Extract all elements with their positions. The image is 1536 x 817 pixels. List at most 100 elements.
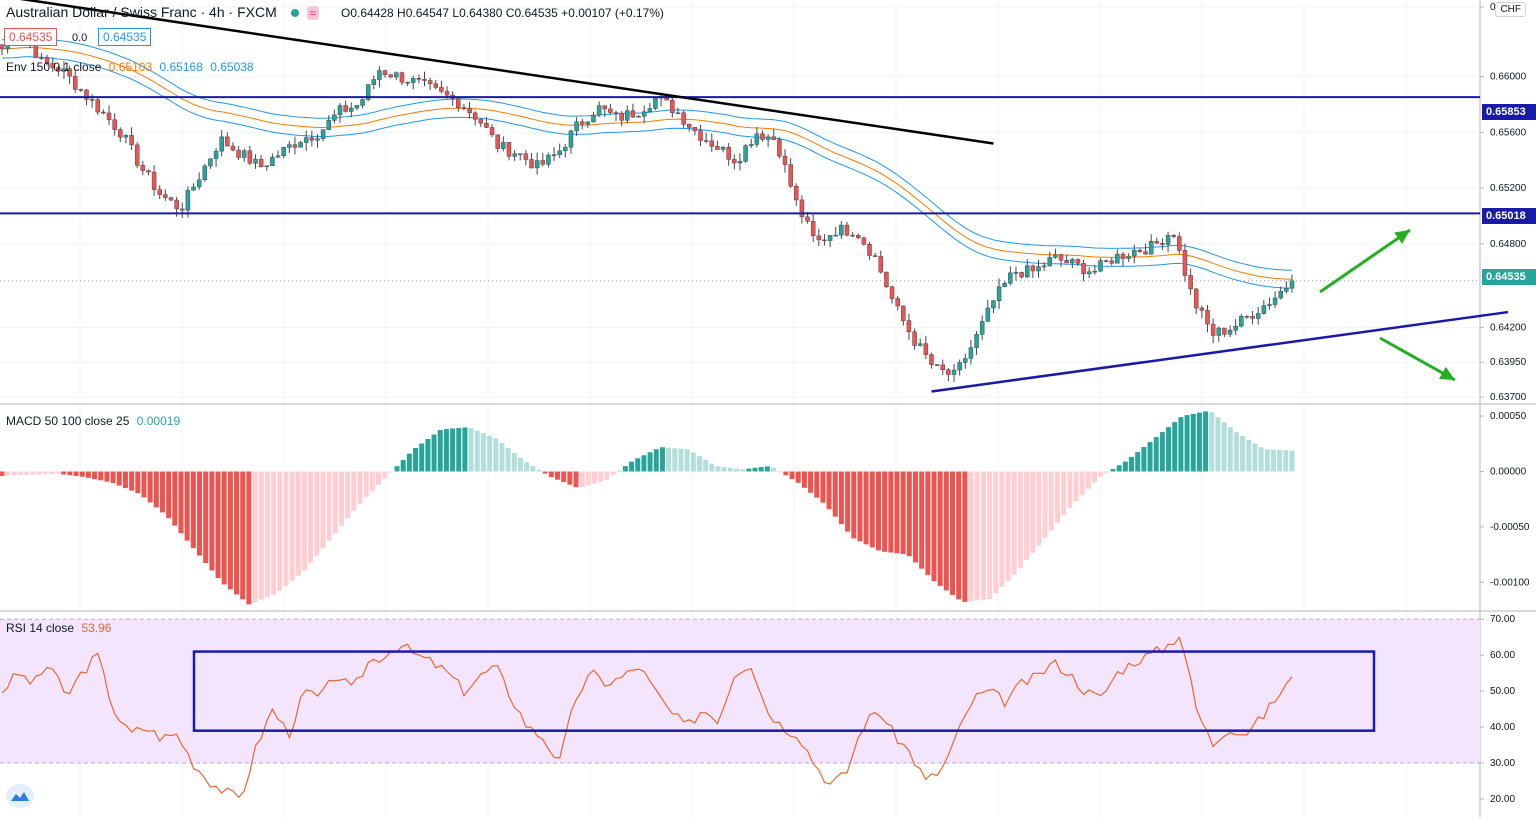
sell-button[interactable]: 0.64535	[4, 28, 58, 46]
macd-bar	[122, 471, 128, 489]
macd-bar	[301, 471, 307, 571]
macd-bar	[1116, 465, 1122, 472]
candle-body	[872, 255, 878, 257]
macd-bar	[264, 471, 270, 598]
macd-bar	[147, 471, 153, 503]
candle-body	[568, 130, 574, 148]
tradingview-logo-icon[interactable]	[6, 784, 34, 808]
macd-bar	[388, 471, 394, 473]
candle-body	[1182, 250, 1188, 276]
macd-bar	[1048, 471, 1054, 531]
macd-bar	[283, 471, 289, 586]
wave-icon[interactable]: ≈	[306, 6, 320, 20]
macd-bar	[709, 463, 715, 472]
price-axis-label: 0.65600	[1490, 127, 1527, 138]
macd-bar	[1240, 436, 1246, 472]
macd-bar	[869, 471, 875, 548]
candle-body	[839, 224, 844, 236]
candle-body	[1137, 249, 1143, 252]
candle-body	[996, 286, 1002, 302]
candle-body	[822, 239, 827, 242]
candle-body	[146, 170, 151, 173]
macd-bar	[376, 471, 382, 485]
candle-body	[343, 105, 348, 112]
macd-bar	[252, 471, 258, 603]
rsi-line	[1, 636, 1293, 799]
macd-bar	[733, 468, 739, 472]
candle-body	[168, 197, 174, 201]
macd-bar	[875, 471, 881, 551]
macd-bar	[203, 471, 209, 564]
macd-bar	[758, 467, 764, 472]
price-axis-label: 0.63700	[1490, 392, 1527, 403]
macd-axis-label: -0.00050	[1490, 522, 1530, 533]
macd-bar	[1073, 471, 1079, 502]
candle-body	[929, 354, 934, 365]
candle-body	[112, 119, 117, 130]
downtrend-line	[19, 0, 994, 145]
candle-body	[1165, 235, 1171, 245]
spread-value: 0.0	[72, 32, 88, 44]
macd-bar	[1209, 412, 1215, 472]
envelope-mid-value: 0.65103	[108, 60, 153, 74]
macd-bar	[622, 466, 628, 472]
macd-bar	[1196, 412, 1202, 472]
macd-bar	[524, 462, 530, 472]
macd-bar	[814, 471, 820, 498]
ohlc-readout: O0.64428 H0.64547 L0.64380 C0.64535 +0.0…	[341, 6, 664, 20]
macd-bar	[555, 471, 561, 480]
macd-bar	[1054, 471, 1060, 523]
macd-bar	[92, 471, 98, 480]
macd-bar	[110, 471, 116, 484]
macd-bar	[338, 471, 344, 526]
candle-body	[670, 99, 675, 114]
macd-legend[interactable]: MACD 50 100 close 25 0.00019	[6, 414, 184, 428]
candle-body	[1092, 270, 1098, 273]
candle-body	[371, 79, 377, 85]
price-axis-label: 0.64200	[1490, 322, 1527, 333]
candle-body	[934, 364, 940, 366]
macd-bar	[73, 471, 79, 477]
candle-body	[974, 334, 979, 348]
candle-body	[1227, 329, 1233, 335]
currency-button[interactable]: CHF	[1495, 2, 1526, 17]
buy-button[interactable]: 0.64535	[98, 28, 152, 46]
macd-bar	[30, 471, 36, 475]
candle-body	[692, 127, 698, 131]
candle-body	[653, 97, 658, 109]
macd-bar	[1104, 471, 1110, 473]
macd-axis-label: -0.00100	[1490, 577, 1530, 588]
candle-body	[1171, 235, 1176, 237]
candle-body	[270, 156, 275, 166]
candle-body	[230, 145, 236, 151]
envelope-legend[interactable]: Env 150 0.1 close 0.65103 0.65168 0.6503…	[6, 60, 258, 74]
candle-body	[636, 115, 641, 118]
macd-bar	[968, 471, 974, 602]
candle-body	[501, 142, 506, 149]
candle-body	[118, 129, 123, 138]
macd-bar	[826, 471, 832, 510]
macd-bar	[1036, 471, 1042, 546]
buy-price: 0.64535	[103, 30, 147, 44]
candle-body	[399, 72, 405, 83]
candle-body	[1193, 288, 1199, 309]
candle-body	[360, 99, 365, 106]
candle-body	[106, 112, 112, 121]
candle-body	[1255, 313, 1261, 319]
candle-body	[991, 300, 996, 309]
candle-body	[1047, 257, 1053, 267]
macd-bar	[653, 449, 659, 472]
macd-label: MACD 50 100 close 25	[6, 414, 130, 428]
macd-bar	[1233, 432, 1239, 472]
candle-body	[951, 369, 957, 375]
candle-body	[163, 194, 168, 198]
macd-bar	[845, 471, 851, 532]
candle-body	[405, 82, 410, 84]
candle-body	[56, 67, 61, 72]
candle-body	[1036, 266, 1041, 272]
macd-bar	[314, 471, 320, 556]
macd-bar	[234, 471, 240, 595]
rsi-legend[interactable]: RSI 14 close 53.96	[6, 621, 115, 635]
macd-bar	[703, 459, 709, 472]
